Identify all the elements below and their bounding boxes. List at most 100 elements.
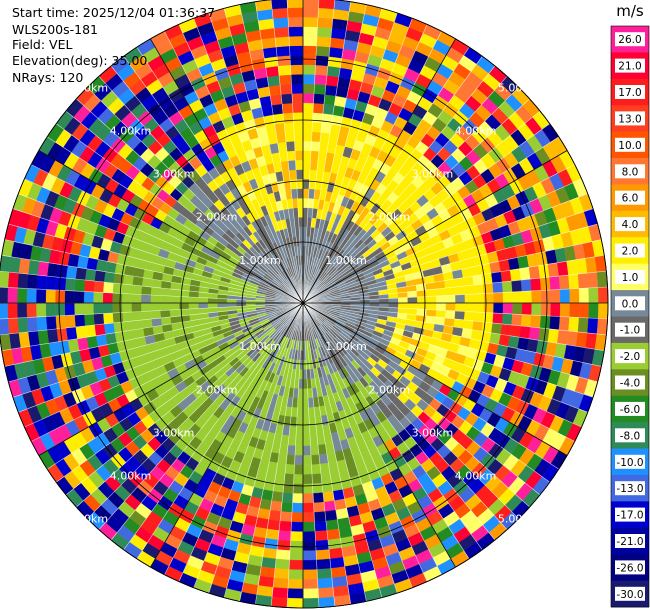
- velocity-cell: [472, 274, 484, 286]
- colorbar-tick-label: 0.0: [622, 298, 639, 310]
- velocity-cell: [17, 272, 29, 289]
- velocity-cell: [568, 273, 580, 290]
- velocity-cell: [55, 289, 66, 304]
- velocity-cell: [75, 267, 87, 281]
- velocity-cell: [288, 35, 304, 47]
- velocity-cell: [267, 75, 281, 87]
- velocity-cell: [274, 558, 290, 570]
- velocity-cell: [274, 472, 286, 484]
- range-label: 4.00km: [110, 470, 152, 483]
- velocity-cell: [322, 103, 335, 115]
- velocity-cell: [313, 83, 327, 95]
- velocity-cell: [558, 274, 570, 290]
- velocity-cell: [435, 309, 446, 319]
- velocity-cell: [317, 577, 334, 589]
- velocity-cell: [281, 102, 294, 114]
- velocity-cell: [302, 550, 317, 561]
- velocity-cell: [547, 262, 560, 278]
- velocity-cell: [280, 501, 293, 513]
- range-label: 3.00km: [153, 168, 195, 181]
- velocity-cell: [512, 291, 523, 304]
- velocity-cell: [318, 596, 336, 608]
- velocity-cell: [540, 289, 551, 304]
- velocity-cell: [436, 302, 447, 311]
- range-label: 4.00km: [455, 470, 497, 483]
- velocity-cell: [426, 302, 437, 311]
- velocity-cell: [35, 302, 47, 318]
- velocity-cell: [549, 315, 561, 331]
- range-label: 2.00km: [369, 211, 411, 224]
- velocity-cell: [83, 291, 94, 304]
- velocity-cell: [436, 295, 447, 304]
- velocity-cell: [292, 112, 304, 123]
- velocity-cell: [310, 141, 321, 152]
- range-label: 4.00km: [110, 125, 152, 138]
- velocity-cell: [285, 141, 296, 152]
- velocity-cell: [302, 502, 315, 513]
- velocity-cell: [169, 309, 180, 318]
- velocity-cell: [316, 36, 332, 48]
- velocity-cell: [169, 295, 180, 304]
- velocity-cell: [290, 64, 304, 75]
- velocity-cell: [309, 426, 318, 437]
- velocity-cell: [275, 45, 291, 57]
- velocity-cell: [295, 426, 304, 437]
- velocity-cell: [302, 16, 319, 28]
- velocity-cell: [302, 150, 312, 161]
- velocity-cell: [311, 463, 322, 475]
- velocity-cell: [45, 315, 57, 331]
- velocity-cell: [159, 295, 170, 304]
- velocity-cell: [74, 302, 85, 316]
- velocity-cell: [296, 407, 304, 418]
- velocity-cell: [288, 169, 297, 180]
- velocity-cell: [315, 549, 331, 561]
- velocity-cell: [296, 188, 304, 199]
- velocity-cell: [279, 83, 293, 95]
- velocity-cell: [549, 275, 561, 291]
- velocity-cell: [557, 329, 569, 345]
- velocity-cell: [37, 261, 49, 277]
- velocity-cell: [454, 310, 465, 321]
- velocity-cell: [568, 316, 580, 333]
- velocity-cell: [302, 178, 310, 189]
- velocity-cell: [323, 500, 336, 512]
- velocity-cell: [286, 445, 296, 456]
- velocity-cell: [325, 519, 339, 531]
- velocity-cell: [329, 557, 345, 569]
- velocity-cell: [198, 302, 208, 309]
- velocity-cell: [426, 295, 437, 304]
- velocity-cell: [188, 296, 199, 304]
- velocity-cell: [530, 277, 542, 292]
- velocity-cell: [388, 297, 399, 304]
- velocity-cell: [316, 568, 333, 580]
- colorbar-tick-label: -10.0: [616, 457, 643, 469]
- velocity-cell: [287, 160, 297, 171]
- velocity-cell: [93, 291, 104, 304]
- velocity-cell: [292, 102, 304, 113]
- field-label: Field: VEL: [12, 37, 73, 52]
- velocity-cell: [407, 296, 418, 304]
- velocity-cell: [122, 311, 133, 323]
- velocity-cell: [267, 519, 281, 531]
- velocity-cell: [188, 302, 199, 310]
- velocity-cell: [491, 271, 503, 284]
- velocity-cell: [289, 550, 304, 561]
- velocity-cell: [122, 274, 134, 286]
- velocity-cell: [94, 323, 106, 336]
- velocity-cell: [531, 302, 542, 316]
- velocity-cell: [287, 16, 304, 28]
- velocity-cell: [302, 198, 309, 208]
- velocity-cell: [285, 454, 296, 465]
- velocity-cell: [426, 309, 437, 318]
- velocity-cell: [501, 280, 513, 293]
- velocity-cell: [64, 290, 75, 304]
- velocity-cell: [131, 311, 143, 322]
- velocity-cell: [17, 317, 29, 334]
- colorbar-tick-label: 17.0: [618, 87, 641, 99]
- velocity-cell: [328, 547, 344, 560]
- velocity-cell: [317, 17, 334, 29]
- velocity-cell: [287, 435, 297, 446]
- velocity-cell: [102, 281, 114, 294]
- velocity-cell: [286, 150, 296, 161]
- velocity-cell: [169, 288, 180, 297]
